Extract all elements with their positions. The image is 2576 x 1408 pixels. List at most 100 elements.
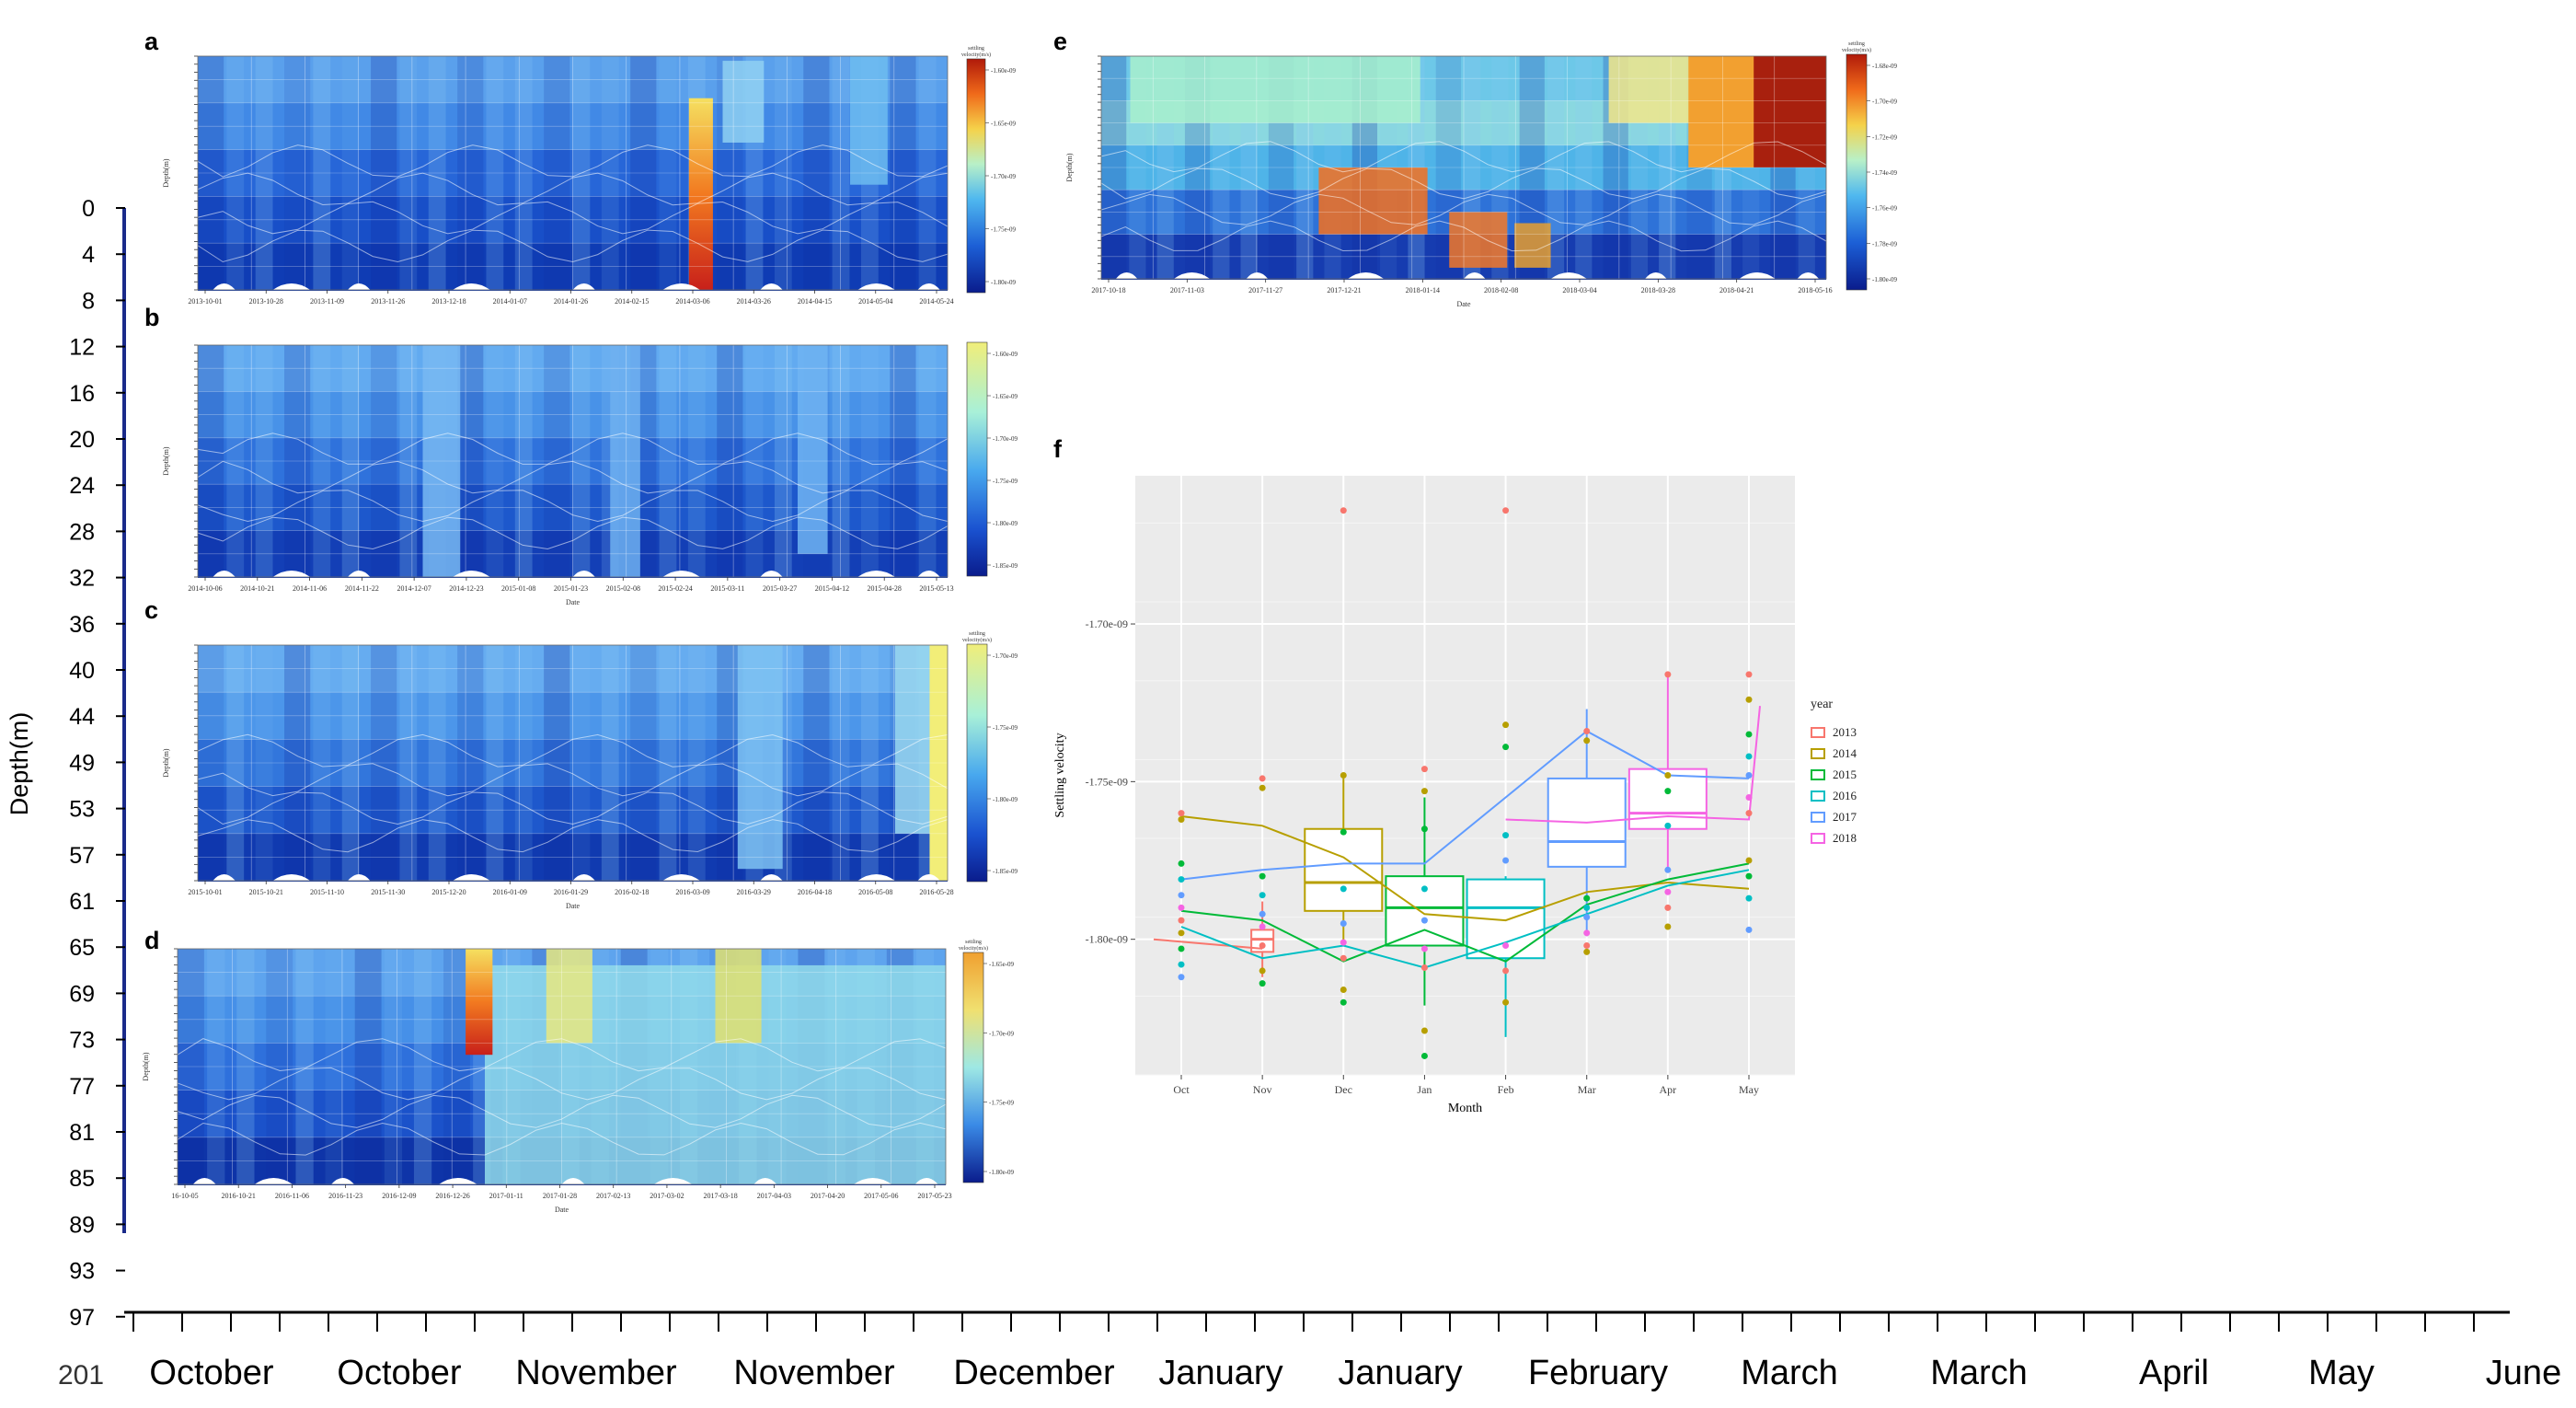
data-point (1340, 507, 1347, 514)
date-tick-label: 2015-10-01 (188, 888, 222, 896)
depth-tick-label: 53 (69, 797, 95, 823)
heatmap-feature (798, 345, 828, 554)
month-tick-label: October (337, 1354, 462, 1392)
panel-ylabel: Depth(m) (142, 1052, 150, 1080)
heatmap-band (198, 833, 948, 882)
panel-label-b: b (144, 304, 160, 331)
heatmap-column (284, 56, 311, 290)
colorbar-tick-label: -1.85e-09 (993, 868, 1018, 875)
date-tick-label: 2018-04-21 (1719, 286, 1754, 294)
y-tick-label: -1.80e-09 (1086, 933, 1128, 946)
missing-data-mound (857, 571, 895, 577)
missing-data-mound (213, 874, 236, 881)
missing-data-mound (272, 874, 311, 881)
date-tick-label: 2013-10-28 (249, 297, 283, 306)
contour-line (177, 1067, 947, 1101)
depth-tick-label: 16 (69, 381, 95, 407)
heatmap-feature (546, 949, 592, 1044)
contour-line (197, 229, 949, 263)
legend-label: 2015 (1833, 767, 1857, 781)
date-tick-label: 2014-03-26 (737, 297, 771, 306)
date-tick-label: 2017-04-20 (811, 1192, 845, 1200)
depth-tick-label: 44 (69, 704, 95, 730)
data-point (1178, 917, 1185, 924)
contour-line (177, 1038, 947, 1072)
heatmap-column (630, 56, 657, 290)
missing-data-mound (331, 1178, 355, 1184)
date-tick-label: 2017-05-23 (917, 1192, 951, 1200)
heatmap-feature (737, 645, 783, 870)
contour-line (197, 201, 949, 235)
legend-swatch (1811, 747, 1825, 759)
month-tick-label: November (733, 1354, 895, 1392)
heatmap-column (572, 645, 591, 881)
heatmap-column (1547, 56, 1565, 279)
date-tick-label: 2017-03-02 (650, 1192, 684, 1200)
colorbar-tick-label: -1.72e-09 (1872, 133, 1898, 141)
data-point (1178, 815, 1185, 823)
panel-frame (197, 644, 949, 882)
legend-item: 2015 (1811, 764, 1857, 785)
data-point (1745, 810, 1753, 817)
missing-data-mound (662, 874, 701, 881)
data-point (1583, 728, 1591, 735)
data-point (1745, 696, 1753, 703)
date-tick-label: 2015-04-12 (815, 584, 849, 593)
month-tick-label: 201 (58, 1360, 104, 1391)
date-tick-label: 2017-01-28 (543, 1192, 577, 1200)
month-tick-label: March (1741, 1354, 1838, 1392)
data-point (1664, 822, 1672, 829)
month-tick-label: February (1528, 1354, 1668, 1392)
date-tick-label: 2016-04-18 (798, 888, 832, 896)
depth-tick-label: 61 (69, 889, 95, 915)
data-point (1583, 929, 1591, 937)
date-tick-label: 2014-10-21 (240, 584, 274, 593)
heatmap-band (198, 56, 948, 104)
date-tick-label: 2016-01-29 (554, 888, 588, 896)
missing-data-mound (272, 283, 311, 290)
colorbar-title: settling (968, 46, 984, 52)
heatmap-column (313, 645, 331, 881)
heatmap-hotspot (929, 645, 948, 881)
colorbar-tick-label: -1.80e-09 (991, 279, 1017, 286)
date-tick-label: 2017-10-18 (1091, 286, 1125, 294)
missing-data-mound (561, 1178, 585, 1184)
month-tick-label: June (2486, 1354, 2561, 1392)
colorbar-tick-label: -1.80e-09 (993, 520, 1018, 527)
missing-data-mound (1115, 272, 1138, 279)
data-point (1259, 910, 1266, 918)
data-point (1420, 964, 1428, 972)
data-point (1745, 793, 1753, 801)
heatmap-column (198, 645, 224, 881)
x-tick-label: Jan (1417, 1083, 1432, 1096)
data-point (1340, 885, 1347, 893)
depth-tick-label: 8 (82, 288, 95, 314)
month-tick-label: January (1338, 1354, 1462, 1392)
heatmap-column (226, 56, 245, 290)
data-point (1664, 671, 1672, 678)
missing-data-mound (572, 283, 595, 290)
colorbar-tick-label: -1.65e-09 (989, 961, 1015, 968)
data-point (1420, 885, 1428, 893)
missing-data-mound (1550, 272, 1587, 279)
missing-data-mound (653, 1178, 693, 1184)
heatmap-column (544, 345, 570, 577)
heatmap-column (399, 645, 418, 881)
data-point (1420, 945, 1428, 952)
colorbar-tick-label: -1.70e-09 (993, 435, 1018, 443)
colorbar-title: settling (1848, 41, 1865, 47)
heatmap-column (832, 345, 850, 577)
data-point (1259, 775, 1266, 782)
missing-data-mound (1464, 272, 1486, 279)
contour-line (197, 490, 949, 523)
heatmap-feature (610, 345, 640, 577)
heatmap-column (284, 645, 311, 881)
depth-tick-label: 36 (69, 612, 95, 638)
missing-data-mound (1246, 272, 1269, 279)
colorbar-tick-label: -1.76e-09 (1872, 205, 1898, 213)
legend-item: 2018 (1811, 827, 1857, 848)
data-point (1259, 784, 1266, 791)
date-tick-label: 2015-10-21 (249, 888, 283, 896)
date-tick-label: 2015-11-30 (371, 888, 405, 896)
missing-data-mound (348, 571, 371, 577)
